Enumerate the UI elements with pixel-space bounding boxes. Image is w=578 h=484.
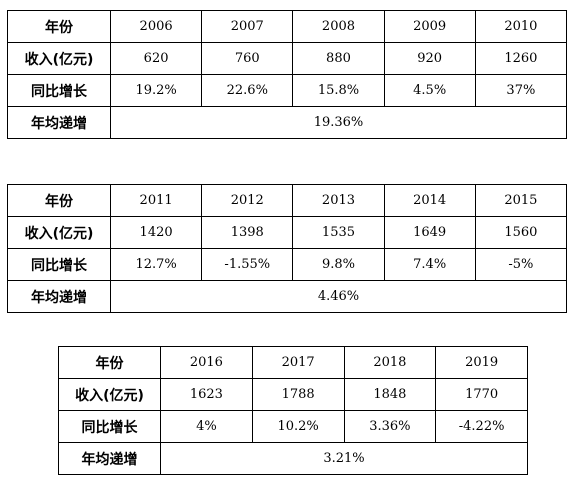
revenue-cell: 1560 bbox=[474, 216, 568, 249]
revenue-row: 收入(亿元) 620 760 880 920 1260 bbox=[7, 42, 568, 75]
average-row: 年均递增 3.21% bbox=[58, 442, 528, 475]
average-cell: 3.21% bbox=[160, 442, 528, 475]
growth-header: 同比增长 bbox=[7, 74, 111, 107]
revenue-cell: 1535 bbox=[292, 216, 385, 249]
revenue-table-2016-2019: 年份 2016 2017 2018 2019 收入(亿元) 1623 1788 … bbox=[58, 346, 528, 475]
year-row: 年份 2016 2017 2018 2019 bbox=[58, 346, 528, 379]
average-header: 年均递增 bbox=[58, 442, 161, 475]
average-row: 年均递增 19.36% bbox=[7, 106, 567, 139]
year-cell: 2013 bbox=[292, 184, 385, 217]
revenue-header: 收入(亿元) bbox=[7, 42, 111, 75]
growth-row: 同比增长 19.2% 22.6% 15.8% 4.5% 37% bbox=[7, 74, 568, 107]
growth-header: 同比增长 bbox=[7, 248, 111, 281]
average-header: 年均递增 bbox=[7, 280, 111, 313]
growth-cell: -5% bbox=[474, 248, 568, 281]
year-cell: 2015 bbox=[474, 184, 568, 217]
year-row: 年份 2006 2007 2008 2009 2010 bbox=[7, 10, 568, 43]
year-cell: 2016 bbox=[160, 346, 253, 379]
growth-header: 同比增长 bbox=[58, 410, 161, 443]
year-cell: 2008 bbox=[292, 10, 385, 43]
year-header: 年份 bbox=[58, 346, 161, 379]
revenue-cell: 1788 bbox=[251, 378, 345, 411]
growth-cell: 7.4% bbox=[383, 248, 476, 281]
growth-cell: -4.22% bbox=[435, 410, 528, 443]
revenue-cell: 760 bbox=[201, 42, 294, 75]
year-cell: 2019 bbox=[435, 346, 528, 379]
growth-row: 同比增长 12.7% -1.55% 9.8% 7.4% -5% bbox=[7, 248, 568, 281]
growth-cell: 37% bbox=[474, 74, 568, 107]
average-header: 年均递增 bbox=[7, 106, 111, 139]
growth-cell: 4.5% bbox=[383, 74, 476, 107]
revenue-header: 收入(亿元) bbox=[7, 216, 111, 249]
revenue-header: 收入(亿元) bbox=[58, 378, 161, 411]
growth-cell: -1.55% bbox=[201, 248, 294, 281]
average-cell: 4.46% bbox=[110, 280, 567, 313]
year-cell: 2018 bbox=[343, 346, 437, 379]
year-cell: 2009 bbox=[383, 10, 476, 43]
year-cell: 2017 bbox=[251, 346, 345, 379]
revenue-cell: 1420 bbox=[109, 216, 203, 249]
revenue-cell: 1770 bbox=[435, 378, 528, 411]
revenue-row: 收入(亿元) 1420 1398 1535 1649 1560 bbox=[7, 216, 568, 249]
average-cell: 19.36% bbox=[110, 106, 567, 139]
revenue-cell: 1649 bbox=[383, 216, 476, 249]
revenue-table-2011-2015: 年份 2011 2012 2013 2014 2015 收入(亿元) 1420 … bbox=[7, 184, 568, 313]
year-cell: 2010 bbox=[474, 10, 568, 43]
growth-cell: 22.6% bbox=[201, 74, 294, 107]
revenue-cell: 620 bbox=[109, 42, 203, 75]
revenue-cell: 1260 bbox=[474, 42, 568, 75]
average-row: 年均递增 4.46% bbox=[7, 280, 567, 313]
revenue-cell: 920 bbox=[383, 42, 476, 75]
revenue-cell: 880 bbox=[292, 42, 385, 75]
growth-cell: 19.2% bbox=[109, 74, 203, 107]
revenue-cell: 1848 bbox=[343, 378, 437, 411]
revenue-cell: 1623 bbox=[160, 378, 253, 411]
growth-cell: 4% bbox=[160, 410, 253, 443]
revenue-row: 收入(亿元) 1623 1788 1848 1770 bbox=[58, 378, 528, 411]
year-cell: 2014 bbox=[383, 184, 476, 217]
growth-cell: 12.7% bbox=[109, 248, 203, 281]
growth-cell: 10.2% bbox=[251, 410, 345, 443]
growth-cell: 15.8% bbox=[292, 74, 385, 107]
revenue-cell: 1398 bbox=[201, 216, 294, 249]
year-cell: 2011 bbox=[109, 184, 203, 217]
revenue-table-2006-2010: 年份 2006 2007 2008 2009 2010 收入(亿元) 620 7… bbox=[7, 10, 568, 139]
year-header: 年份 bbox=[7, 10, 111, 43]
year-cell: 2007 bbox=[201, 10, 294, 43]
year-cell: 2012 bbox=[201, 184, 294, 217]
growth-row: 同比增长 4% 10.2% 3.36% -4.22% bbox=[58, 410, 528, 443]
growth-cell: 9.8% bbox=[292, 248, 385, 281]
year-row: 年份 2011 2012 2013 2014 2015 bbox=[7, 184, 568, 217]
growth-cell: 3.36% bbox=[343, 410, 437, 443]
year-header: 年份 bbox=[7, 184, 111, 217]
year-cell: 2006 bbox=[109, 10, 203, 43]
